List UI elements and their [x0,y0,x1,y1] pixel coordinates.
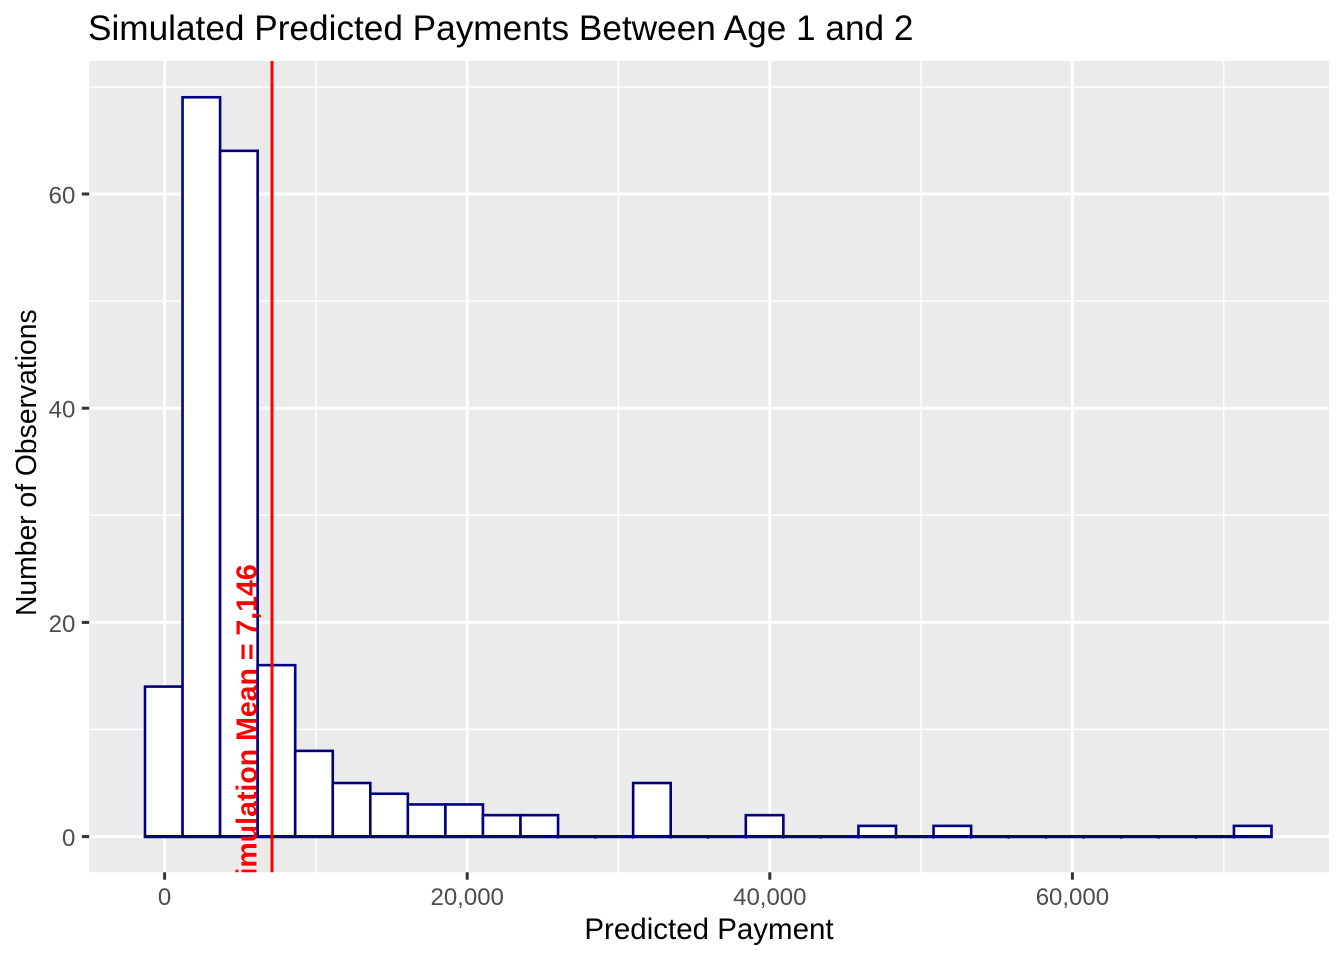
svg-text:Simulated Predicted Payments B: Simulated Predicted Payments Between Age… [88,9,913,48]
svg-text:Simulation Mean = 7,146: Simulation Mean = 7,146 [232,564,264,894]
svg-text:20: 20 [49,611,76,638]
svg-text:0: 0 [62,825,75,852]
svg-text:Predicted Payment: Predicted Payment [584,913,833,946]
svg-text:60: 60 [49,183,76,210]
svg-text:20,000: 20,000 [430,884,503,911]
svg-text:40,000: 40,000 [733,884,806,911]
svg-text:Number of Observations: Number of Observations [10,309,42,616]
svg-text:0: 0 [158,884,171,911]
svg-text:60,000: 60,000 [1036,884,1109,911]
svg-text:40: 40 [49,397,76,424]
